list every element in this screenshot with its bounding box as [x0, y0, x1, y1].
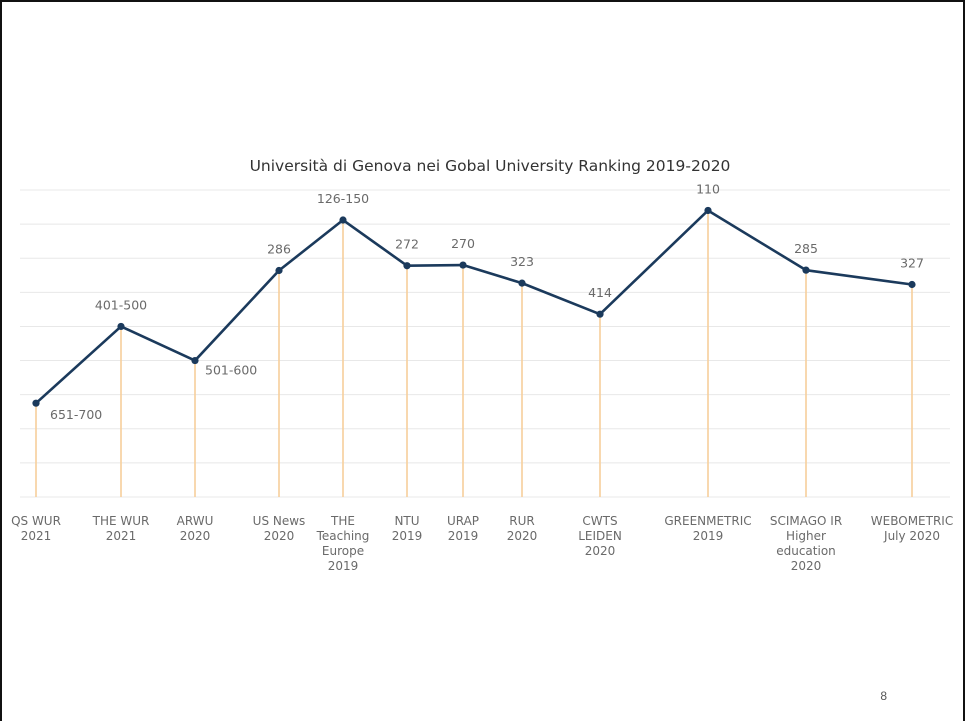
data-label: 126-150: [317, 191, 369, 206]
data-label: 285: [794, 241, 818, 256]
x-tick-label: WEBOMETRIC July 2020: [871, 514, 953, 543]
x-tick-label: CWTS LEIDEN 2020: [578, 514, 622, 558]
data-label: 327: [900, 255, 924, 270]
drop-lines: [35, 210, 913, 497]
data-point: [191, 356, 199, 365]
data-point: [117, 322, 125, 331]
x-tick-label: ARWU 2020: [177, 514, 214, 543]
data-label: 286: [267, 242, 291, 257]
page-number: 8: [880, 689, 887, 703]
data-point: [32, 399, 40, 407]
data-point: [518, 279, 526, 287]
x-tick-label: NTU 2019: [392, 514, 423, 543]
x-tick-label: THE Teaching Europe 2019: [316, 514, 370, 573]
chart-title: Università di Genova nei Gobal Universit…: [250, 157, 731, 175]
series-line: [35, 209, 913, 405]
x-tick-label: URAP 2019: [447, 514, 479, 543]
data-point: [339, 216, 347, 224]
data-point: [596, 310, 604, 318]
data-label: 272: [395, 237, 419, 252]
x-tick-label: SCIMAGO IR Higher education 2020: [770, 514, 842, 573]
x-tick-label: RUR 2020: [507, 514, 538, 543]
data-label: 323: [510, 254, 534, 269]
data-point: [275, 266, 283, 275]
x-axis-labels: QS WUR 2021 THE WUR 2021 ARWU 2020 US News 2020…: [11, 514, 953, 573]
data-label: 501-600: [205, 363, 257, 378]
data-labels: 651-700 401-500 501-600 286 126-150 272 270 323…: [50, 181, 924, 422]
x-tick-label: THE WUR 2021: [92, 514, 150, 543]
data-points: [32, 206, 916, 407]
x-tick-label: QS WUR 2021: [11, 514, 61, 543]
data-label: 401-500: [95, 297, 147, 312]
data-label: 414: [588, 285, 612, 300]
data-point: [704, 206, 712, 215]
data-point: [403, 262, 411, 270]
data-label: 651-700: [50, 407, 102, 422]
data-label: 270: [451, 236, 475, 251]
data-point: [459, 261, 467, 269]
data-label: 110: [696, 181, 720, 196]
data-point: [908, 280, 916, 289]
x-tick-label: GREENMETRIC 2019: [664, 514, 751, 543]
data-point: [802, 266, 810, 274]
series-line-path: [35, 209, 913, 405]
x-tick-label: US News 2020: [253, 514, 306, 543]
gridlines: [20, 189, 950, 498]
